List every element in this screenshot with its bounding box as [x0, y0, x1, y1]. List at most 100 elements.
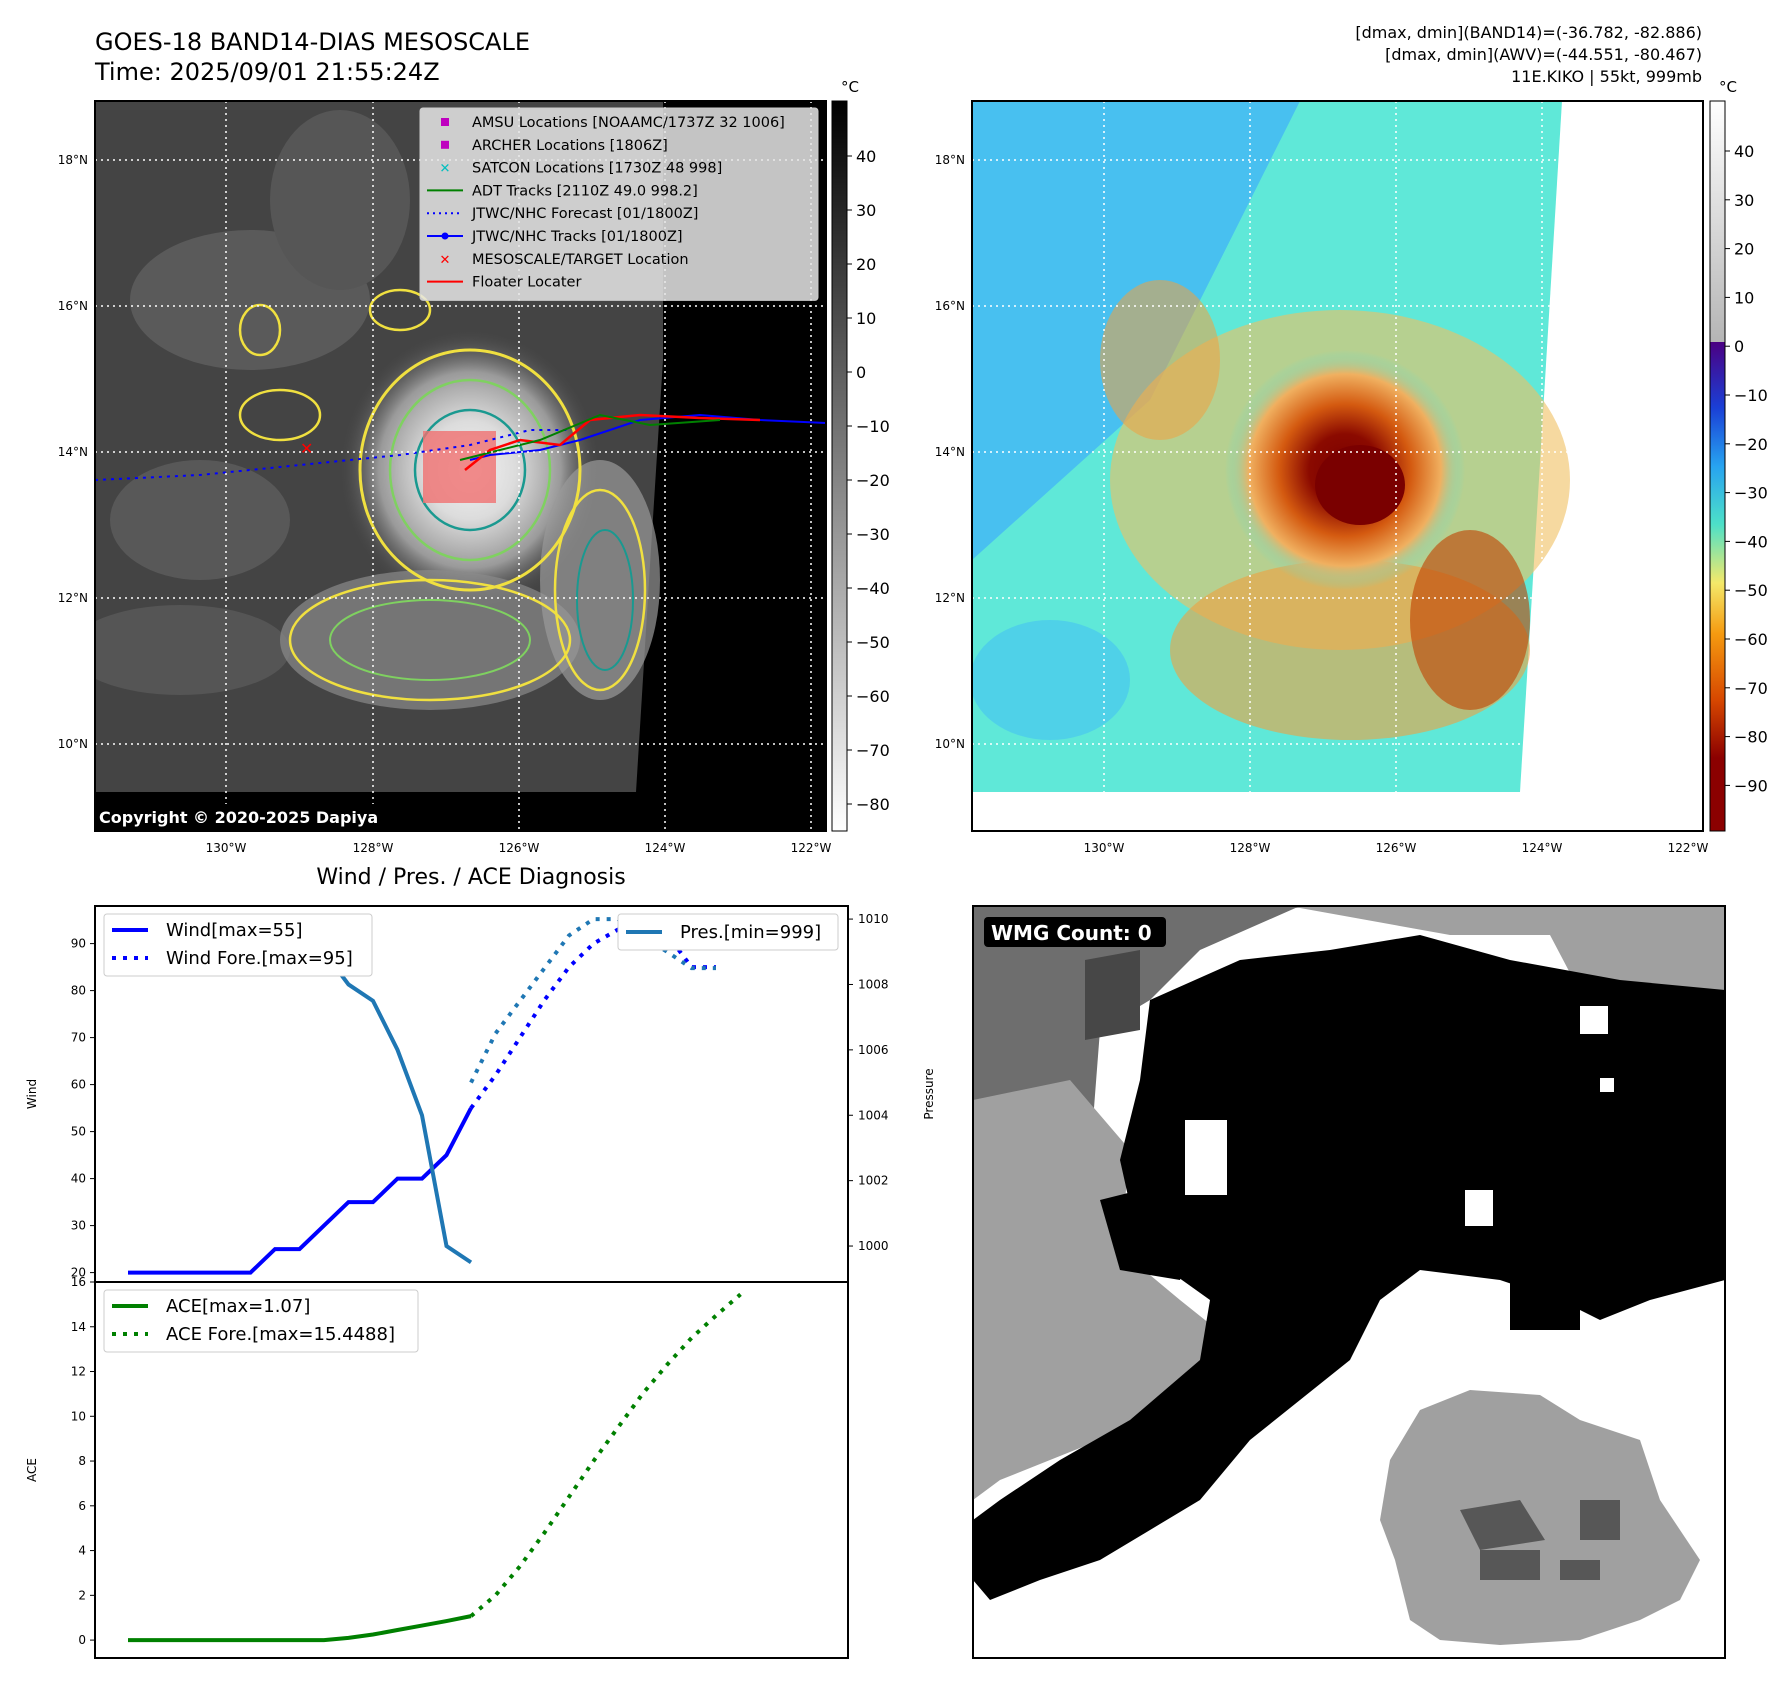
color-cbar-tick-label: −60 [1734, 630, 1768, 649]
info-line-1: [dmax, dmin](BAND14)=(-36.782, -82.886) [1355, 23, 1702, 42]
color-cbar-tick-label: −20 [1734, 435, 1768, 454]
pressure-tick-label: 1002 [858, 1174, 889, 1188]
color-cbar-tick-label: −50 [1734, 581, 1768, 600]
color-colorbar-unit: °C [1719, 78, 1737, 96]
legend-marker: ✕ [440, 253, 451, 268]
map2-lon-label: 122°W [1668, 841, 1709, 855]
pressure-tick-label: 1000 [858, 1239, 889, 1253]
gray-cbar-tick-label: −60 [856, 687, 890, 706]
color-cbar-tick-label: −90 [1734, 776, 1768, 795]
wind-legend: Wind[max=55] Wind Fore.[max=95] [103, 913, 373, 977]
ace-legend: ACE[max=1.07] ACE Fore.[max=15.4488] [103, 1289, 419, 1353]
pressure-legend: Pres.[min=999] [617, 913, 839, 951]
pressure-tick-label: 1008 [858, 977, 889, 991]
color-cbar-tick-label: 10 [1734, 288, 1754, 307]
map2-lat-labels: 18°N 16°N 14°N 12°N 10°N [935, 153, 965, 751]
color-cbar-tick-label: 30 [1734, 191, 1754, 210]
ace-tick-label: 10 [71, 1409, 86, 1423]
wind-tick-label: 90 [71, 937, 86, 951]
gray-cbar-tick-label: −20 [856, 471, 890, 490]
legend-label: Pres.[min=999] [680, 922, 821, 943]
gray-cbar-tick-label: −70 [856, 741, 890, 760]
map1-lat-label: 18°N [58, 153, 88, 167]
ace-tick-label: 4 [78, 1544, 86, 1558]
legend-marker [427, 232, 463, 240]
map2-lon-label: 130°W [1084, 841, 1125, 855]
gray-colorbar-ticks: 40 30 20 10 0 −10 −20 −30 −40 −50 −60 −70 −80 [847, 147, 890, 814]
color-colorbar [1709, 100, 1726, 832]
gray-cbar-tick-label: −50 [856, 633, 890, 652]
map1-lat-label: 12°N [58, 591, 88, 605]
ace-tick-label: 16 [71, 1275, 86, 1289]
map2-lon-label: 128°W [1230, 841, 1271, 855]
map1-lon-labels: 130°W 128°W 126°W 124°W 122°W [206, 841, 832, 855]
map2-lat-label: 12°N [935, 591, 965, 605]
gray-cbar-tick-label: −80 [856, 795, 890, 814]
wind-tick-label: 20 [71, 1266, 86, 1280]
map1-lat-label: 10°N [58, 737, 88, 751]
legend-marker [441, 118, 449, 126]
legend-label: SATCON Locations [1730Z 48 998] [472, 161, 722, 177]
map2-lon-label: 124°W [1522, 841, 1563, 855]
info-line-2: [dmax, dmin](AWV)=(-44.551, -80.467) [1385, 45, 1702, 64]
ace-tick-label: 6 [78, 1499, 86, 1513]
color-cbar-tick-label: −10 [1734, 386, 1768, 405]
wind-pres-chart: 20 30 40 50 60 70 80 90 1000 1002 1004 1006 1008 1010… [71, 912, 889, 1280]
map1-lon-label: 130°W [206, 841, 247, 855]
series-line [128, 1614, 472, 1643]
map2-lat-label: 18°N [935, 153, 965, 167]
map1-frame [94, 100, 827, 832]
map1-legend: AMSU Locations [NOAAMC/1737Z 32 1006] ARC… [419, 107, 819, 301]
legend-label: ADT Tracks [2110Z 49.0 998.2] [472, 183, 698, 199]
legend-marker: ✕ [440, 162, 451, 177]
ace-tick-label: 0 [78, 1633, 86, 1647]
legend-label: Wind[max=55] [166, 920, 303, 941]
legend-label: ACE Fore.[max=15.4488] [166, 1324, 395, 1345]
wmg-map [973, 906, 1725, 1658]
gray-cbar-tick-label: −30 [856, 525, 890, 544]
map2-lat-label: 10°N [935, 737, 965, 751]
color-cbar-tick-label: −70 [1734, 679, 1768, 698]
color-cbar-tick-label: 40 [1734, 142, 1754, 161]
series-line [469, 917, 716, 1084]
legend-label: MESOSCALE/TARGET Location [472, 252, 689, 268]
legend-label: Wind Fore.[max=95] [166, 948, 353, 969]
map1-lat-label: 14°N [58, 445, 88, 459]
gray-cbar-tick-label: −40 [856, 579, 890, 598]
map2-lon-label: 126°W [1376, 841, 1417, 855]
wind-tick-label: 30 [71, 1219, 86, 1233]
map1-lon-label: 122°W [791, 841, 832, 855]
pressure-tick-label: 1006 [858, 1043, 889, 1057]
wmg-count-text: WMG Count: 0 [991, 921, 1152, 945]
wmg-frame [972, 905, 1726, 1659]
color-colorbar-ticks: 40 30 20 10 0 −10 −20 −30 −40 −50 −60 −70 −80 −90 [1725, 142, 1768, 795]
legend-label: Floater Locater [472, 275, 581, 291]
legend-label: AMSU Locations [NOAAMC/1737Z 32 1006] [472, 115, 785, 131]
gray-cbar-tick-label: −10 [856, 417, 890, 436]
info-line-3: 11E.KIKO | 55kt, 999mb [1511, 67, 1702, 86]
map1-lon-label: 124°W [645, 841, 686, 855]
color-cbar-tick-label: 0 [1734, 337, 1744, 356]
copyright-box [95, 804, 425, 831]
color-ir-map [972, 101, 1703, 831]
wind-tick-label: 80 [71, 984, 86, 998]
legend-label: JTWC/NHC Tracks [01/1800Z] [471, 229, 683, 245]
map1-lat-label: 16°N [58, 299, 88, 313]
copyright-text: Copyright © 2020-2025 Dapiya [99, 808, 378, 827]
map1-lat-labels: 18°N 16°N 14°N 12°N 10°N [58, 153, 88, 751]
gray-colorbar [831, 100, 848, 832]
pressure-tick-label: 1010 [858, 912, 889, 926]
pressure-axis-label: Pressure [922, 1068, 936, 1119]
wind-tick-label: 60 [71, 1078, 86, 1092]
gray-cbar-tick-label: 0 [856, 363, 866, 382]
gray-cbar-tick-label: 40 [856, 147, 876, 166]
ace-tick-label: 14 [71, 1320, 86, 1334]
gray-colorbar-unit: °C [841, 78, 859, 96]
map1-lon-label: 128°W [353, 841, 394, 855]
pressure-tick-label: 1004 [858, 1108, 889, 1122]
legend-label: JTWC/NHC Forecast [01/1800Z] [471, 206, 698, 222]
map2-frame [971, 100, 1704, 832]
map2-gridlines [972, 101, 1703, 831]
series-line [128, 1107, 473, 1275]
